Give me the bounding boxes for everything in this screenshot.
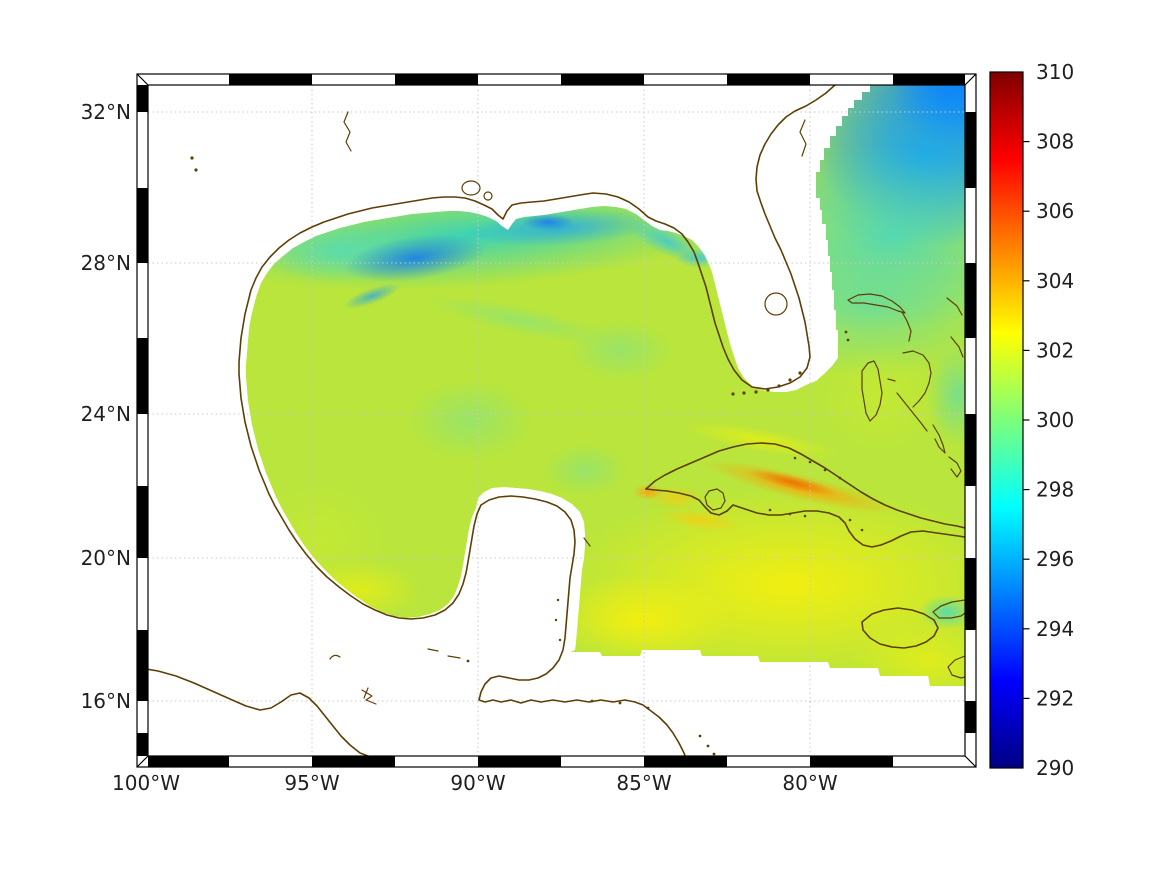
- coastline-jamaica: [861, 607, 939, 649]
- sst-blob: [408, 380, 532, 460]
- land-mask-north-west: [148, 85, 870, 756]
- coastline-bahamas-exuma: [896, 392, 928, 432]
- sst-blob: [747, 468, 837, 496]
- coastline-cuba-north: [645, 442, 965, 529]
- sst-field: [148, 85, 965, 756]
- x-axis-tick-labels: 100°W 95°W 90°W 85°W 80°W: [112, 771, 838, 795]
- sst-blob: [343, 234, 487, 282]
- colorbar-tick-label: 308: [1036, 130, 1074, 154]
- map-frame: [136, 73, 977, 768]
- lake-okeechobee: [764, 292, 788, 316]
- coastline-bahamas-acklins: [948, 456, 962, 478]
- frame-corner-miters: [136, 73, 977, 768]
- coastline-haiti-northwest: [947, 655, 965, 679]
- coastline-mainland: [238, 85, 836, 756]
- coastline-bahamas-east-2: [950, 336, 964, 358]
- y-tick-label: 20°N: [81, 546, 131, 570]
- coastline-bahamas-new-providence: [887, 378, 896, 382]
- river-georgia: [799, 119, 807, 157]
- sst-blob: [633, 484, 663, 500]
- island-specks: [190, 156, 864, 756]
- y-axis-tick-labels: 32°N 28°N 24°N 20°N 16°N: [81, 100, 131, 713]
- colorbar-tick-label: 306: [1036, 199, 1074, 223]
- colorbar-tick-label: 290: [1036, 756, 1074, 780]
- graticule: [148, 85, 965, 756]
- colorbar-tick-label: 298: [1036, 478, 1074, 502]
- coastline-bahamas-long-island: [932, 424, 946, 454]
- lake-pontchartrain: [461, 180, 481, 196]
- frame-bottom-band: [148, 756, 965, 767]
- islands-bay-honduras: [427, 648, 461, 659]
- frame-top-band: [148, 74, 965, 85]
- y-tick-label: 32°N: [81, 100, 131, 124]
- coastline-bahamas-abaco-arm: [901, 311, 912, 342]
- sst-blob: [818, 344, 942, 456]
- sst-blob: [522, 214, 574, 230]
- x-tick-label: 85°W: [616, 771, 671, 795]
- frame-outer-edge: [136, 73, 977, 768]
- lake-borgne: [483, 191, 493, 201]
- y-tick-label: 28°N: [81, 251, 131, 275]
- coastline-bahamas-andros: [861, 360, 883, 422]
- colorbar-tick-label: 296: [1036, 547, 1074, 571]
- colorbar-tick-label: 300: [1036, 408, 1074, 432]
- coastline-isle-of-youth: [704, 488, 726, 511]
- coastline-cuba-south: [645, 488, 965, 548]
- sst-blob: [548, 574, 732, 666]
- no-data-mask-south: [566, 650, 965, 756]
- x-tick-label: 90°W: [450, 771, 505, 795]
- colorbar-tick-labels: 310 308 306 304 302 300 298 296 294 292 …: [1036, 60, 1074, 780]
- sst-blob: [568, 320, 672, 380]
- coastlines: [148, 85, 965, 756]
- y-tick-label: 24°N: [81, 402, 131, 426]
- river-texas: [343, 111, 352, 152]
- frame-right-band: [965, 85, 976, 756]
- colorbar: 310 308 306 304 302 300 298 296 294 292 …: [989, 60, 1074, 780]
- frame-left-band: [137, 85, 148, 756]
- colorbar-tick-label: 304: [1036, 269, 1074, 293]
- sst-blob: [543, 444, 627, 496]
- x-tick-label: 100°W: [112, 771, 180, 795]
- sst-blob: [429, 296, 611, 344]
- colorbar-tick-label: 302: [1036, 338, 1074, 362]
- colorbar-tick-label: 310: [1036, 60, 1074, 84]
- frame-inner-edge: [147, 84, 966, 757]
- y-tick-label: 16°N: [81, 689, 131, 713]
- island-cozumel: [583, 537, 591, 547]
- coastline-bahamas-eleuthera: [902, 350, 932, 408]
- sst-blob: [679, 421, 841, 459]
- coastline-mexico-pacific: [148, 668, 369, 756]
- coastline-haiti-tiburon: [932, 599, 965, 619]
- x-tick-label: 80°W: [782, 771, 837, 795]
- sst-blob: [919, 595, 965, 629]
- x-tick-label: 95°W: [284, 771, 339, 795]
- reef-alacranes: [329, 654, 341, 660]
- sst-blob: [343, 283, 401, 309]
- land-mask: [148, 85, 965, 756]
- colorbar-tick-label: 294: [1036, 617, 1074, 641]
- coastline-bahamas-east-1: [946, 297, 963, 316]
- colorbar-gradient: [989, 71, 1024, 769]
- river-mexico: [361, 687, 377, 705]
- coastline-bahamas-grand-abaco: [847, 293, 906, 314]
- colorbar-tick-label: 292: [1036, 686, 1074, 710]
- colorbar-ticks: [1023, 141, 1030, 700]
